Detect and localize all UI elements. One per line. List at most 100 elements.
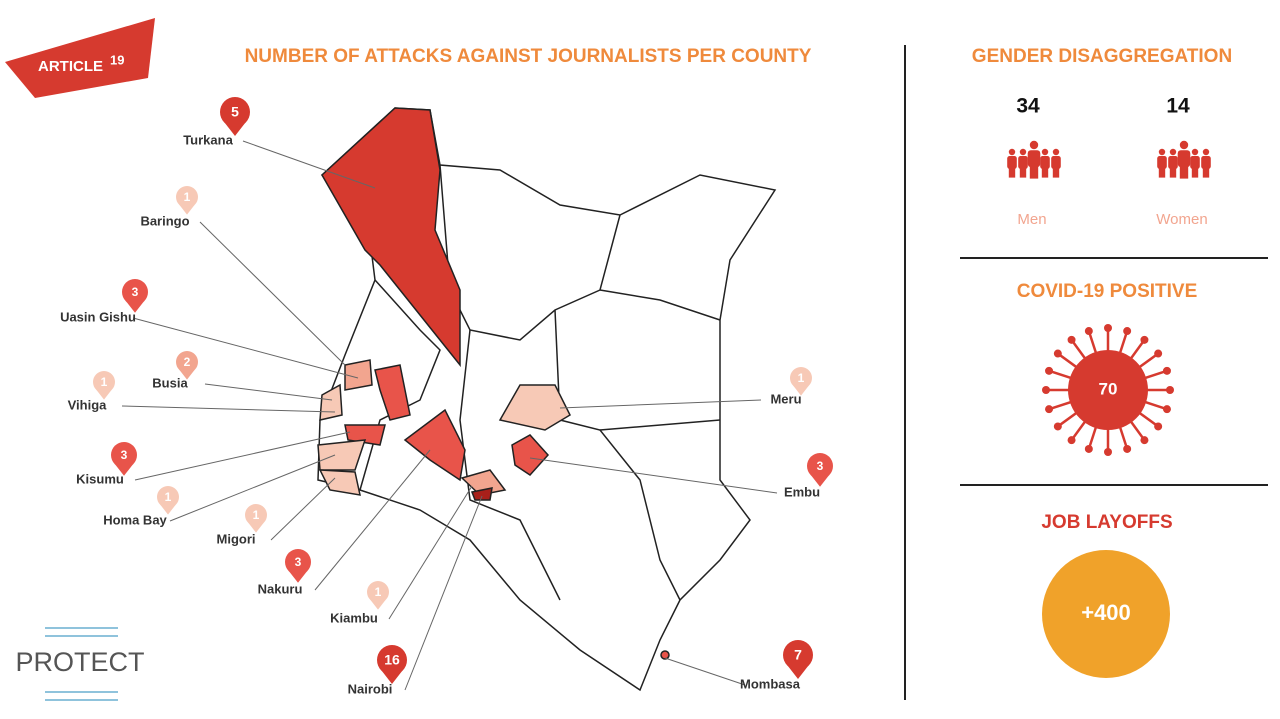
person-icon xyxy=(1177,150,1191,168)
person-icon xyxy=(1169,166,1177,178)
person-icon xyxy=(1041,148,1049,156)
person-icon xyxy=(1201,156,1211,169)
county-name: Busia xyxy=(152,375,188,390)
protect-logo: PROTECT xyxy=(15,647,144,677)
covid-count: 70 xyxy=(1099,379,1118,398)
pin-count: 1 xyxy=(253,508,260,522)
person-icon xyxy=(1029,163,1039,179)
person-icon xyxy=(1008,166,1016,178)
leader-line xyxy=(169,454,336,522)
person-icon xyxy=(1052,166,1060,178)
person-icon xyxy=(1158,166,1166,178)
county-migori xyxy=(318,469,361,496)
pin xyxy=(285,549,311,575)
county-kisumu xyxy=(344,424,386,446)
pin xyxy=(245,504,267,526)
leader-line xyxy=(529,457,778,494)
county-name: Mombasa xyxy=(740,676,801,691)
virus-spike xyxy=(1045,366,1054,375)
county-border xyxy=(599,289,721,321)
pin xyxy=(122,279,148,305)
person-icon xyxy=(1190,156,1200,169)
virus-body xyxy=(1068,350,1148,430)
person-icon xyxy=(1169,148,1177,156)
pin-count: 2 xyxy=(184,355,191,369)
map-title: NUMBER OF ATTACKS AGAINST JOURNALISTS PE… xyxy=(245,46,812,67)
gender-label: Women xyxy=(1156,211,1207,228)
person-icon xyxy=(1051,156,1061,169)
county-kiambu xyxy=(460,469,507,496)
county-name: Migori xyxy=(217,531,256,546)
person-icon xyxy=(1179,140,1189,150)
virus-spike xyxy=(1154,422,1163,431)
pin xyxy=(807,453,833,479)
layoffs-label: +400 xyxy=(1081,600,1131,625)
virus-spike xyxy=(1123,327,1132,336)
virus-spike xyxy=(1140,436,1149,445)
person-icon xyxy=(1018,156,1028,169)
county-name: Embu xyxy=(784,484,820,499)
layoffs-circle xyxy=(1042,550,1170,678)
pin xyxy=(783,640,813,670)
person-icon xyxy=(1008,148,1016,156)
pin-count: 7 xyxy=(794,647,802,663)
person-icon xyxy=(1157,156,1167,169)
person-icon xyxy=(1202,148,1210,156)
virus-spike xyxy=(1067,335,1076,344)
county-name: Meru xyxy=(770,391,801,406)
person-icon xyxy=(1019,166,1027,178)
county-uasin-gishu xyxy=(344,359,373,391)
pin xyxy=(157,486,179,508)
pin-count: 1 xyxy=(165,490,172,504)
pin-count: 3 xyxy=(295,555,302,569)
county-name: Homa Bay xyxy=(103,512,167,527)
pin xyxy=(790,367,812,389)
county-name: Kiambu xyxy=(330,610,378,625)
gender-count: 14 xyxy=(1166,95,1190,118)
county-name: Nakuru xyxy=(258,581,303,596)
person-icon xyxy=(1179,163,1189,179)
county-turkana xyxy=(321,107,461,368)
county-name: Turkana xyxy=(183,132,233,147)
leader-line xyxy=(204,383,333,401)
county-embu xyxy=(511,434,550,476)
person-icon xyxy=(1168,156,1178,169)
gender-groups: 34 Men 14 Women xyxy=(1007,95,1211,228)
county-nairobi xyxy=(470,487,493,501)
pin-count: 1 xyxy=(101,375,108,389)
person-icon xyxy=(1191,148,1199,156)
county-mombasa xyxy=(660,650,670,660)
pin xyxy=(176,351,198,373)
map xyxy=(317,107,777,692)
county-name: Baringo xyxy=(140,213,189,228)
virus-spike xyxy=(1084,327,1093,336)
person-icon xyxy=(1019,148,1027,156)
leader-line xyxy=(664,657,746,686)
virus-spike xyxy=(1162,366,1171,375)
leader-line xyxy=(242,140,376,189)
leader-line xyxy=(559,399,762,409)
leader-line xyxy=(314,449,431,591)
person-icon xyxy=(1202,166,1210,178)
logo-shape xyxy=(5,18,155,98)
covid-title: COVID-19 POSITIVE xyxy=(1017,281,1198,302)
virus-spike xyxy=(1042,386,1050,394)
virus-spike xyxy=(1045,405,1054,414)
leader-line xyxy=(388,485,473,620)
pin-count: 3 xyxy=(121,448,128,462)
person-icon xyxy=(1191,166,1199,178)
pin-count: 3 xyxy=(817,459,824,473)
county-pins: Turkana 5 Baringo 1 Uasin Gishu 3 Busia 2 Vihiga… xyxy=(60,97,833,696)
virus-spike xyxy=(1140,335,1149,344)
leader-line xyxy=(132,317,359,379)
county-name: Nairobi xyxy=(348,681,393,696)
virus-spike xyxy=(1123,444,1132,453)
virus-spike xyxy=(1104,324,1112,332)
county-name: Kisumu xyxy=(76,471,124,486)
person-icon xyxy=(1007,156,1017,169)
pin-count: 1 xyxy=(798,371,805,385)
county-busia xyxy=(319,383,343,421)
virus-spike xyxy=(1084,444,1093,453)
county-meru xyxy=(498,384,571,431)
